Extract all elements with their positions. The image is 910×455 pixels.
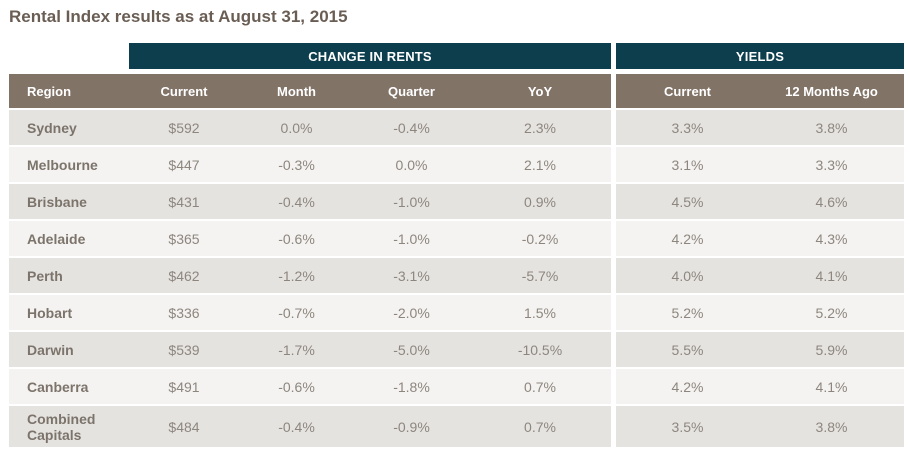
cell-current-rent: $484	[129, 406, 239, 447]
col-header-yield-current: Current	[616, 74, 759, 108]
section-gap	[611, 74, 616, 108]
section-gap	[611, 43, 616, 69]
cell-yield-12mo: 3.8%	[759, 406, 904, 447]
col-header-current-rent: Current	[129, 74, 239, 108]
section-gap	[611, 184, 616, 219]
cell-yield-12mo: 5.9%	[759, 332, 904, 367]
cell-region: Melbourne	[9, 147, 129, 182]
cell-current-rent: $447	[129, 147, 239, 182]
cell-quarter-change: -3.1%	[354, 258, 469, 293]
cell-month-change: -1.2%	[239, 258, 354, 293]
cell-region: Sydney	[9, 110, 129, 145]
cell-region: Combined Capitals	[9, 406, 129, 447]
cell-current-rent: $491	[129, 369, 239, 404]
cell-region: Adelaide	[9, 221, 129, 256]
cell-yield-12mo: 4.1%	[759, 369, 904, 404]
band-change-in-rents: CHANGE IN RENTS	[129, 43, 611, 69]
col-header-month: Month	[239, 74, 354, 108]
cell-region: Perth	[9, 258, 129, 293]
cell-current-rent: $365	[129, 221, 239, 256]
cell-yoy-change: 2.1%	[469, 147, 611, 182]
column-header-row: Region Current Month Quarter YoY Current…	[9, 74, 904, 108]
cell-yoy-change: 0.9%	[469, 184, 611, 219]
cell-yield-current: 5.5%	[616, 332, 759, 367]
cell-month-change: -0.4%	[239, 406, 354, 447]
col-header-region: Region	[9, 74, 129, 108]
cell-yield-12mo: 3.3%	[759, 147, 904, 182]
cell-yoy-change: -5.7%	[469, 258, 611, 293]
cell-month-change: -0.3%	[239, 147, 354, 182]
cell-yield-current: 4.0%	[616, 258, 759, 293]
cell-current-rent: $336	[129, 295, 239, 330]
cell-yield-current: 4.5%	[616, 184, 759, 219]
cell-yield-12mo: 3.8%	[759, 110, 904, 145]
cell-yield-12mo: 4.6%	[759, 184, 904, 219]
section-gap	[611, 258, 616, 293]
table-row-melbourne: Melbourne $447 -0.3% 0.0% 2.1% 3.1% 3.3%	[9, 147, 904, 182]
section-band-row: CHANGE IN RENTS YIELDS	[9, 43, 904, 69]
cell-quarter-change: 0.0%	[354, 147, 469, 182]
cell-yoy-change: -0.2%	[469, 221, 611, 256]
cell-current-rent: $539	[129, 332, 239, 367]
section-gap	[611, 110, 616, 145]
cell-yoy-change: 2.3%	[469, 110, 611, 145]
table-row-combined-capitals: Combined Capitals $484 -0.4% -0.9% 0.7% …	[9, 406, 904, 447]
cell-quarter-change: -1.0%	[354, 221, 469, 256]
cell-quarter-change: -5.0%	[354, 332, 469, 367]
col-header-yield-12mo: 12 Months Ago	[759, 74, 904, 108]
cell-yield-12mo: 5.2%	[759, 295, 904, 330]
section-gap	[611, 147, 616, 182]
rental-index-table: CHANGE IN RENTS YIELDS Region Current Mo…	[9, 43, 904, 447]
cell-yield-current: 3.5%	[616, 406, 759, 447]
cell-quarter-change: -1.0%	[354, 184, 469, 219]
cell-quarter-change: -1.8%	[354, 369, 469, 404]
table-row-darwin: Darwin $539 -1.7% -5.0% -10.5% 5.5% 5.9%	[9, 332, 904, 367]
cell-month-change: -1.7%	[239, 332, 354, 367]
cell-month-change: 0.0%	[239, 110, 354, 145]
table-row-adelaide: Adelaide $365 -0.6% -1.0% -0.2% 4.2% 4.3…	[9, 221, 904, 256]
cell-quarter-change: -0.4%	[354, 110, 469, 145]
table-row-perth: Perth $462 -1.2% -3.1% -5.7% 4.0% 4.1%	[9, 258, 904, 293]
cell-month-change: -0.6%	[239, 221, 354, 256]
section-gap	[611, 369, 616, 404]
col-header-yoy: YoY	[469, 74, 611, 108]
cell-yield-current: 5.2%	[616, 295, 759, 330]
table-row-hobart: Hobart $336 -0.7% -2.0% 1.5% 5.2% 5.2%	[9, 295, 904, 330]
cell-region: Canberra	[9, 369, 129, 404]
cell-yield-12mo: 4.1%	[759, 258, 904, 293]
section-gap	[611, 406, 616, 447]
cell-yoy-change: -10.5%	[469, 332, 611, 367]
cell-region: Hobart	[9, 295, 129, 330]
table-row-brisbane: Brisbane $431 -0.4% -1.0% 0.9% 4.5% 4.6%	[9, 184, 904, 219]
cell-yoy-change: 1.5%	[469, 295, 611, 330]
cell-current-rent: $431	[129, 184, 239, 219]
cell-month-change: -0.6%	[239, 369, 354, 404]
table-row-canberra: Canberra $491 -0.6% -1.8% 0.7% 4.2% 4.1%	[9, 369, 904, 404]
cell-current-rent: $592	[129, 110, 239, 145]
cell-yield-current: 3.3%	[616, 110, 759, 145]
cell-current-rent: $462	[129, 258, 239, 293]
band-yields: YIELDS	[616, 43, 904, 69]
page-title: Rental Index results as at August 31, 20…	[9, 7, 348, 26]
cell-month-change: -0.7%	[239, 295, 354, 330]
cell-quarter-change: -0.9%	[354, 406, 469, 447]
cell-yield-12mo: 4.3%	[759, 221, 904, 256]
cell-yield-current: 4.2%	[616, 221, 759, 256]
cell-month-change: -0.4%	[239, 184, 354, 219]
cell-yield-current: 3.1%	[616, 147, 759, 182]
cell-quarter-change: -2.0%	[354, 295, 469, 330]
cell-yoy-change: 0.7%	[469, 406, 611, 447]
table-row-sydney: Sydney $592 0.0% -0.4% 2.3% 3.3% 3.8%	[9, 110, 904, 145]
band-spacer	[9, 43, 129, 69]
section-gap	[611, 295, 616, 330]
cell-region: Brisbane	[9, 184, 129, 219]
cell-region: Darwin	[9, 332, 129, 367]
section-gap	[611, 221, 616, 256]
col-header-quarter: Quarter	[354, 74, 469, 108]
cell-yoy-change: 0.7%	[469, 369, 611, 404]
section-gap	[611, 332, 616, 367]
cell-yield-current: 4.2%	[616, 369, 759, 404]
